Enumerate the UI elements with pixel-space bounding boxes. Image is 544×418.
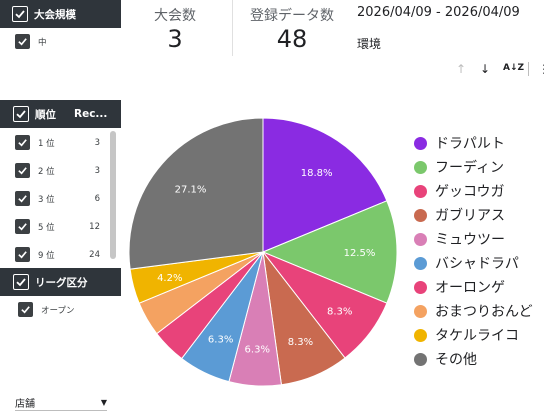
checkbox[interactable] bbox=[15, 34, 30, 49]
filter-item-open[interactable]: オープン bbox=[18, 302, 75, 317]
filter-item-label: 5 位 bbox=[38, 222, 55, 233]
caret-down-icon: ▼ bbox=[100, 397, 107, 407]
filter-item-count: 12 bbox=[89, 221, 100, 232]
filter-item-label: 2 位 bbox=[38, 166, 55, 177]
pie-slice[interactable] bbox=[262, 117, 388, 253]
filter-item-label: 9 位 bbox=[38, 250, 55, 261]
pie-slice-label: 6.3% bbox=[245, 344, 270, 355]
legend-label: ミュウツー bbox=[435, 232, 505, 248]
pie-chart: 18.8% 12.5% 8.3% 8.3% 6.3% 6.3% 4.2% 27.1% bbox=[128, 117, 398, 387]
legend-swatch bbox=[414, 256, 427, 270]
legend-item[interactable]: オーロンゲ bbox=[414, 277, 505, 297]
legend-swatch bbox=[414, 352, 427, 366]
store-dropdown-label: 店舗 bbox=[15, 398, 35, 410]
kpi-registered-value: 48 bbox=[276, 25, 308, 53]
pie-slice[interactable] bbox=[261, 200, 398, 304]
filter-header-taikai-kibo[interactable]: 大会規模 bbox=[0, 0, 121, 28]
environment-label: 環境 bbox=[357, 37, 382, 51]
pie-slice-label: 4.2% bbox=[157, 273, 182, 284]
select-all-checkbox[interactable] bbox=[13, 274, 29, 290]
legend-swatch bbox=[414, 136, 427, 150]
filter-item-count: 3 bbox=[94, 137, 100, 148]
legend-item[interactable]: おまつりおんど bbox=[414, 301, 533, 321]
legend-swatch bbox=[414, 208, 427, 222]
legend-item[interactable]: バシャドラパ bbox=[414, 253, 519, 273]
checkbox[interactable] bbox=[15, 247, 30, 262]
legend-item[interactable]: ドラパルト bbox=[414, 133, 505, 153]
legend-swatch bbox=[414, 184, 427, 198]
legend-item[interactable]: ミュウツー bbox=[414, 229, 505, 249]
date-range-control[interactable]: 2026/04/09 - 2026/04/09 bbox=[357, 5, 520, 20]
filter-title: リーグ区分 bbox=[35, 276, 88, 289]
sort-az-icon[interactable]: A↓Z bbox=[503, 63, 525, 73]
legend-label: オーロンゲ bbox=[435, 280, 505, 296]
divider bbox=[232, 0, 233, 56]
checkbox[interactable] bbox=[15, 135, 30, 150]
filter-item-label: 1 位 bbox=[38, 138, 55, 149]
pie-slice-label: 8.3% bbox=[288, 337, 313, 348]
column-header-record-count[interactable]: Rec... bbox=[74, 108, 108, 120]
filter-item-count: 6 bbox=[94, 193, 100, 204]
checkbox[interactable] bbox=[15, 163, 30, 178]
legend-label: フーディン bbox=[435, 160, 505, 176]
pie-slice-label: 12.5% bbox=[344, 248, 376, 259]
filter-item-label: オープン bbox=[41, 305, 75, 316]
kpi-tournaments-label: 大会数 bbox=[154, 8, 196, 24]
legend-label: ドラパルト bbox=[435, 136, 505, 152]
checkbox[interactable] bbox=[18, 302, 33, 317]
legend-label: タケルライコ bbox=[435, 328, 519, 344]
legend-label: バシャドラパ bbox=[435, 256, 519, 272]
scrollbar[interactable] bbox=[110, 131, 116, 259]
filter-item[interactable]: 2 位 3 bbox=[15, 163, 100, 178]
filter-item-label: 中 bbox=[38, 37, 47, 48]
select-all-checkbox[interactable] bbox=[12, 6, 28, 22]
legend-swatch bbox=[414, 232, 427, 246]
legend-swatch bbox=[414, 160, 427, 174]
divider bbox=[15, 410, 107, 411]
filter-header-juni[interactable]: 順位 Rec... bbox=[0, 100, 121, 128]
legend-swatch bbox=[414, 328, 427, 342]
filter-title: 順位 bbox=[35, 108, 56, 121]
more-icon[interactable]: ⋮ bbox=[538, 62, 544, 76]
pie-slice-label: 18.8% bbox=[301, 168, 333, 179]
kpi-tournaments-value: 3 bbox=[167, 25, 183, 53]
filter-header-league[interactable]: リーグ区分 bbox=[0, 268, 121, 296]
toolbar-divider bbox=[528, 62, 529, 76]
pie-slice-label: 27.1% bbox=[175, 184, 207, 195]
legend-label: その他 bbox=[435, 352, 477, 368]
legend-item[interactable]: ゲッコウガ bbox=[414, 181, 504, 201]
checkbox[interactable] bbox=[15, 191, 30, 206]
filter-item-count: 24 bbox=[89, 249, 100, 260]
pie-slice[interactable] bbox=[128, 117, 264, 270]
pie-slice-label: 6.3% bbox=[208, 335, 233, 346]
select-all-checkbox[interactable] bbox=[13, 106, 29, 122]
legend-label: おまつりおんど bbox=[435, 304, 533, 320]
kpi-registered-label: 登録データ数 bbox=[250, 8, 334, 24]
legend-label: ゲッコウガ bbox=[435, 184, 505, 200]
filter-item[interactable]: 3 位 6 bbox=[15, 191, 100, 206]
filter-title: 大会規模 bbox=[34, 8, 76, 21]
legend-item[interactable]: ガブリアス bbox=[414, 205, 505, 225]
pie-slice-label: 8.3% bbox=[327, 307, 352, 318]
filter-item[interactable]: 1 位 3 bbox=[15, 135, 100, 150]
filter-item-label: 3 位 bbox=[38, 194, 55, 205]
checkbox[interactable] bbox=[15, 219, 30, 234]
filter-item[interactable]: 5 位 12 bbox=[15, 219, 100, 234]
legend-item[interactable]: その他 bbox=[414, 349, 477, 369]
filter-item[interactable]: 9 位 24 bbox=[15, 247, 100, 262]
sort-ascending-icon[interactable]: ↑ bbox=[456, 62, 467, 76]
legend-item[interactable]: フーディン bbox=[414, 157, 504, 177]
legend-swatch bbox=[414, 280, 427, 294]
filter-item-chu[interactable]: 中 bbox=[15, 34, 68, 49]
legend-item[interactable]: タケルライコ bbox=[414, 325, 519, 345]
store-dropdown[interactable]: 店舗 ▼ bbox=[15, 394, 107, 410]
sort-descending-icon[interactable]: ↓ bbox=[480, 62, 491, 76]
legend-label: ガブリアス bbox=[435, 208, 505, 224]
legend-swatch bbox=[414, 304, 427, 318]
filter-item-count: 3 bbox=[94, 165, 100, 176]
